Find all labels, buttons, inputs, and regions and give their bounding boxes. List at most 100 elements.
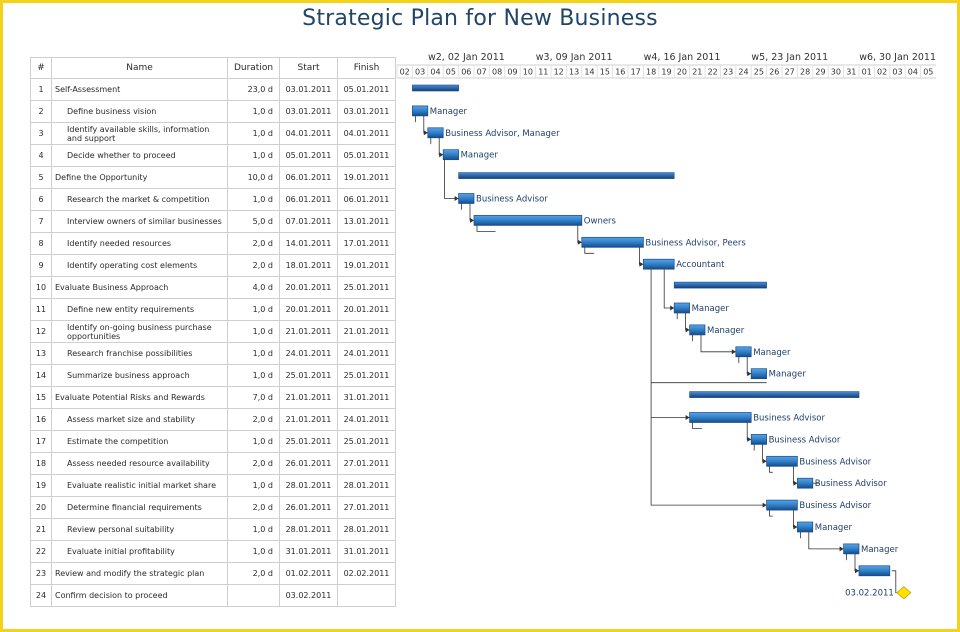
task-bar: [442, 149, 459, 161]
task-bar: [581, 236, 644, 248]
day-label: 05: [923, 68, 933, 77]
day-label: 03: [415, 68, 425, 77]
resource-label: Manager: [692, 304, 730, 314]
table-row[interactable]: 1 Self-Assessment 23,0 d 03.01.2011 05.01.20…: [30, 78, 396, 101]
page-title: Strategic Plan for New Business: [302, 6, 658, 31]
dependency-link: [584, 246, 595, 254]
dependency-arrow: [747, 436, 752, 442]
day-label: 11: [538, 68, 548, 77]
dependency-link: [476, 224, 496, 232]
table-row[interactable]: 11 Define new entity requirements 1,0 d 20.…: [30, 298, 396, 321]
day-label: 27: [785, 68, 795, 77]
dependency-arrow: [793, 480, 798, 486]
day-label: 01: [862, 68, 872, 77]
task-bar: [750, 368, 767, 380]
day-label: 26: [769, 68, 779, 77]
task-bar: [673, 302, 690, 314]
resource-label: Owners: [584, 216, 617, 226]
dependency-arrow: [670, 305, 675, 311]
dependency-arrow: [839, 546, 844, 552]
table-row[interactable]: 24 Confirm decision to proceed 03.02.2011: [30, 584, 396, 607]
day-label: 20: [677, 68, 687, 77]
day-label: 23: [723, 68, 733, 77]
dependency-link: [639, 246, 644, 265]
milestone-diamond: [896, 586, 912, 600]
dependency-arrow: [423, 130, 428, 136]
task-bar: [843, 543, 860, 555]
task-bar: [458, 193, 475, 204]
task-bar: [766, 455, 798, 467]
table-header-row: # Name Duration Start Finish: [30, 57, 396, 79]
dependency-link: [769, 509, 773, 517]
day-label: 31: [846, 68, 856, 77]
dependency-arrow: [762, 458, 767, 464]
table-row[interactable]: 21 Review personal suitability 1,0 d 28.01.…: [30, 518, 396, 541]
dependency-link: [769, 465, 773, 473]
dependency-link: [854, 552, 859, 572]
task-bar: [689, 412, 752, 423]
day-label: 13: [569, 68, 579, 77]
task-bar: [797, 521, 814, 533]
week-label: w5, 23 Jan 2011: [751, 52, 828, 63]
table-row[interactable]: 4 Decide whether to proceed 1,0 d 05.01.201…: [30, 144, 396, 167]
task-bar: [412, 105, 429, 117]
day-label: 30: [831, 68, 841, 77]
dependency-link: [762, 443, 767, 462]
table-row[interactable]: 19 Evaluate realistic initial market shar…: [30, 474, 396, 497]
day-label: 08: [492, 68, 502, 77]
day-label: 04: [430, 68, 440, 77]
dependency-arrow: [639, 261, 644, 267]
dependency-arrow: [762, 502, 767, 508]
day-label: 02: [877, 68, 887, 77]
week-label: w4, 16 Jan 2011: [644, 52, 721, 63]
dependency-arrow: [747, 371, 752, 377]
dependency-link: [650, 268, 767, 506]
table-row[interactable]: 17 Estimate the competition 1,0 d 25.01.201…: [30, 430, 396, 453]
day-label: 05: [446, 68, 456, 77]
day-label: 02: [400, 68, 410, 77]
week-label: w3, 09 Jan 2011: [536, 52, 613, 63]
task-finish-cell: 27.01.2011: [337, 452, 396, 475]
table-row[interactable]: 7 Interview owners of similar businesses 5…: [30, 210, 396, 233]
day-label: 24: [738, 68, 748, 77]
table-row[interactable]: 12 Identify on-going business purchase op…: [30, 320, 396, 343]
table-row[interactable]: 15 Evaluate Potential Risks and Rewards 7,…: [30, 386, 396, 409]
column-header-finish[interactable]: Finish: [337, 57, 396, 79]
dependency-link: [685, 312, 690, 331]
task-bar: [750, 434, 767, 445]
task-bar: [689, 324, 706, 336]
dependency-arrow: [470, 217, 474, 223]
week-label: w6, 30 Jan 2011: [859, 52, 936, 63]
table-row[interactable]: 3 Identify available skills, information …: [30, 122, 396, 145]
resource-label: Manager: [769, 370, 807, 380]
table-row[interactable]: 9 Identify operating cost elements 2,0 d 18…: [30, 254, 396, 277]
resource-label: Business Advisor: [753, 414, 825, 424]
resource-label: Manager: [430, 107, 468, 117]
dependency-link: [444, 158, 459, 199]
table-row[interactable]: 23 Review and modify the strategic plan 2,…: [30, 562, 396, 585]
resource-label: Business Advisor: [476, 195, 548, 205]
day-label: 18: [646, 68, 656, 77]
dependency-link: [423, 114, 428, 134]
resource-label: Business Advisor: [799, 501, 871, 511]
resource-label: Manager: [753, 348, 791, 358]
dependency-arrow: [793, 524, 798, 530]
table-row[interactable]: 5 Define the Opportunity 10,0 d 06.01.2011 1…: [30, 166, 396, 189]
task-bar: [643, 258, 675, 270]
task-bar: [735, 346, 752, 358]
day-label: 06: [461, 68, 471, 77]
task-bar: [427, 127, 444, 139]
milestone-label: 03.02.2011: [845, 589, 894, 599]
day-label: 25: [754, 68, 764, 77]
resource-label: Business Advisor, Peers: [645, 238, 746, 248]
table-row[interactable]: 2 Define business vision 1,0 d 03.01.2011 03…: [30, 100, 396, 123]
task-start-cell: 03.02.2011: [279, 584, 338, 607]
day-label: 03: [892, 68, 902, 77]
week-label: w2, 02 Jan 2011: [428, 52, 505, 63]
resource-label: Accountant: [676, 260, 725, 270]
resource-label: Manager: [815, 523, 853, 533]
day-label: 09: [507, 68, 517, 77]
